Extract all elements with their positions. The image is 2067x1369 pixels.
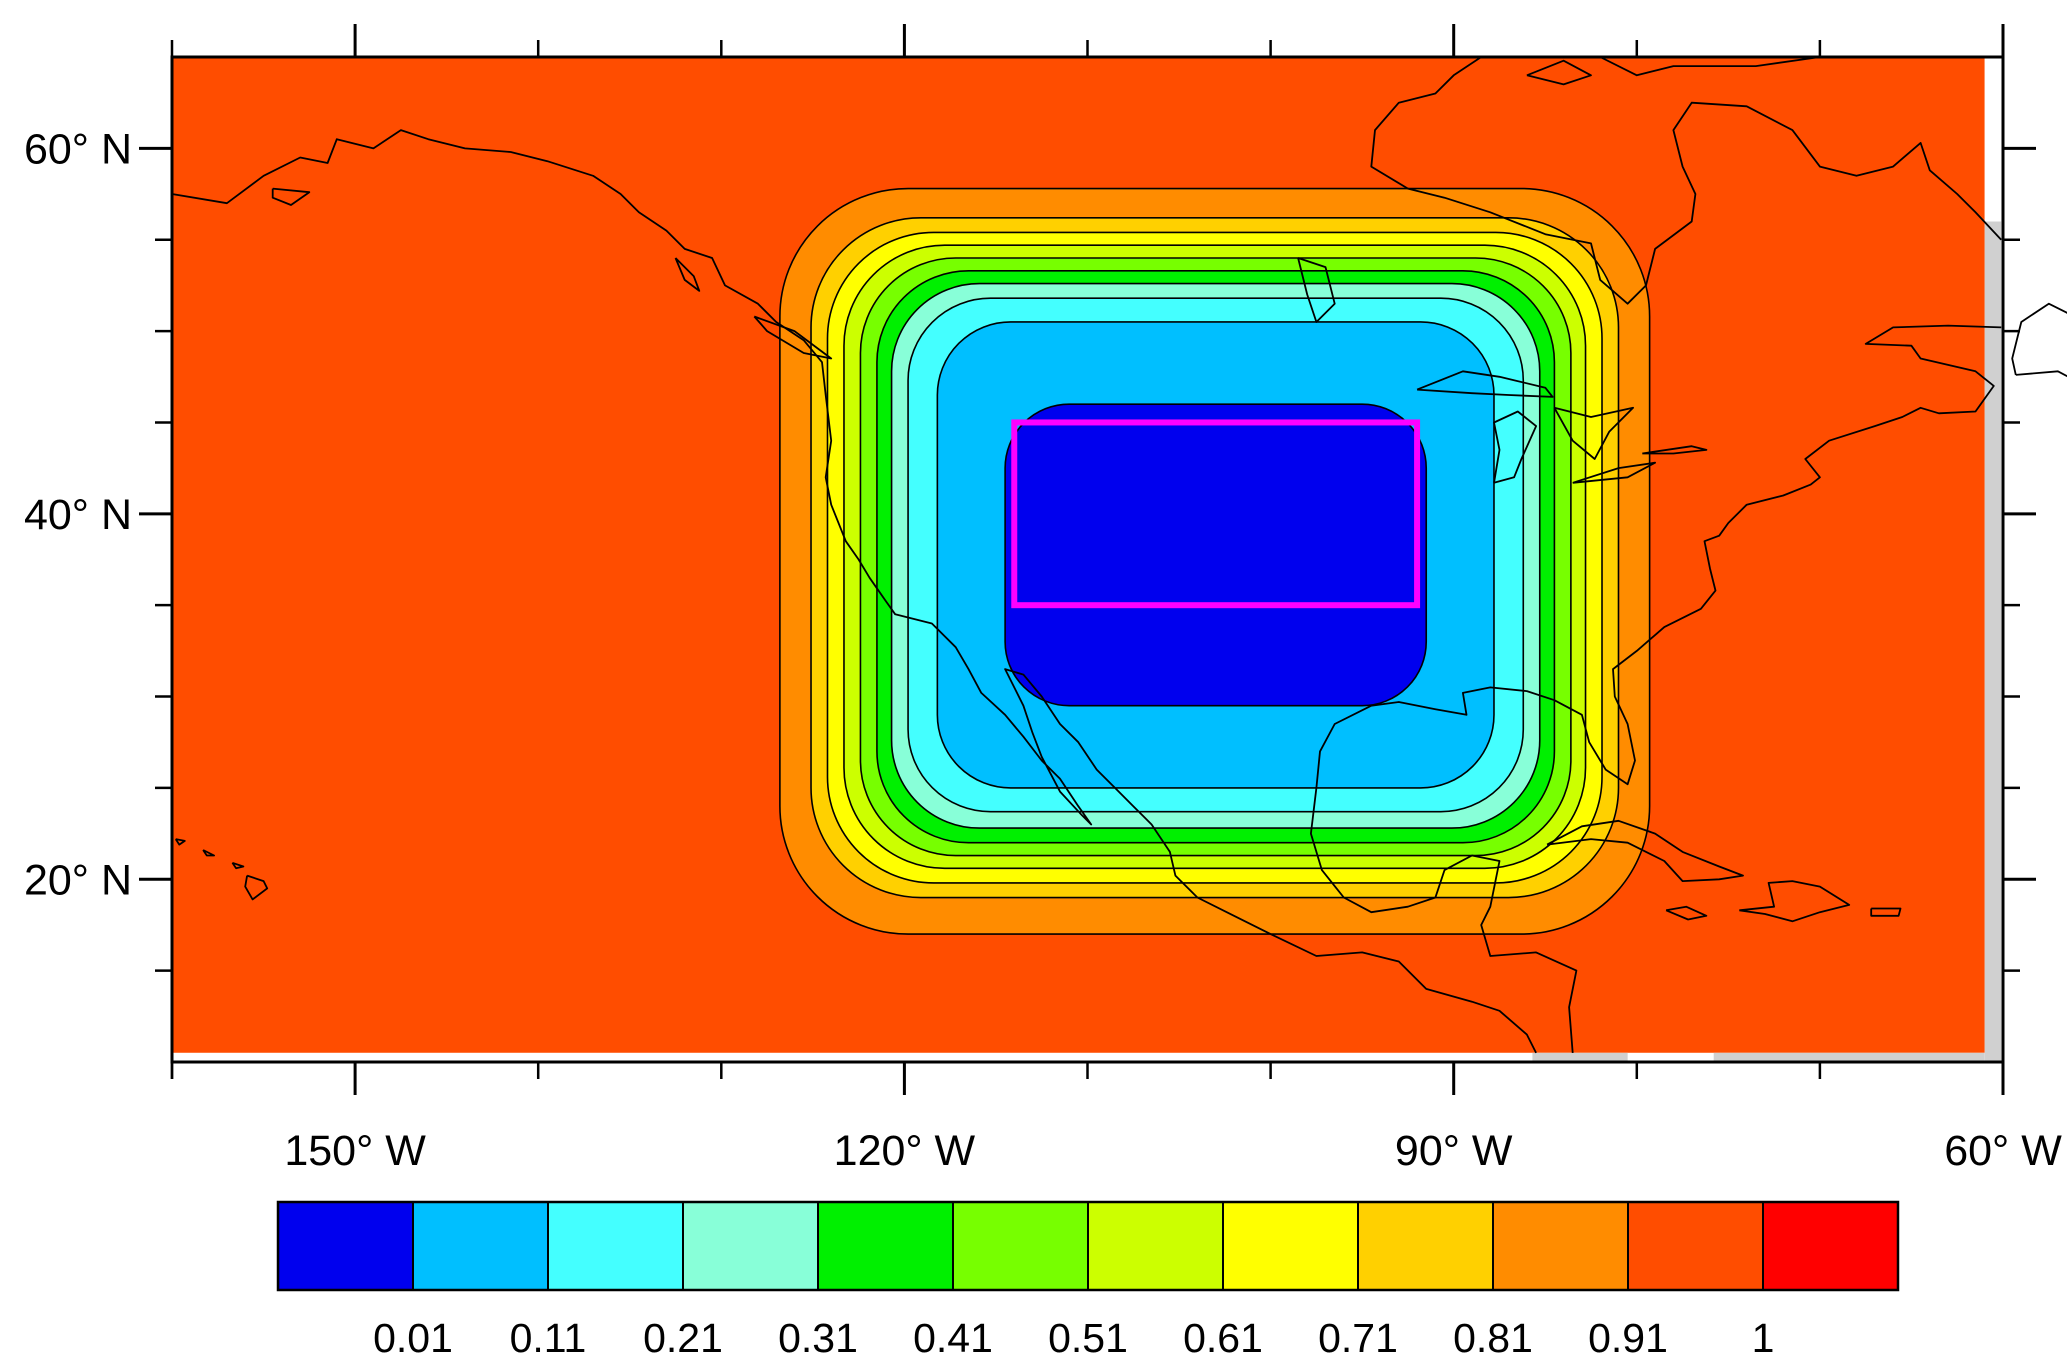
coastline bbox=[1526, 59, 1592, 86]
colorbar-label: 0.11 bbox=[510, 1315, 587, 1361]
grey-bottom-patch-2 bbox=[1713, 1052, 1985, 1062]
x-tick-label: 150° W bbox=[284, 1127, 426, 1175]
y-tick-label: 20° N bbox=[24, 856, 132, 904]
coastline bbox=[1493, 410, 1537, 484]
coastline bbox=[171, 129, 1537, 1054]
y-tick-label: 60° N bbox=[24, 125, 132, 173]
coastline bbox=[1416, 370, 1554, 398]
colorbar-swatch bbox=[682, 1201, 819, 1291]
coastline bbox=[1665, 905, 1708, 921]
coastline bbox=[1739, 880, 1851, 923]
colorbar-label: 0.61 bbox=[1183, 1315, 1263, 1361]
white-strip bbox=[1984, 57, 2002, 222]
y-tick-label: 40° N bbox=[24, 491, 132, 539]
colorbar-swatch bbox=[1357, 1201, 1494, 1291]
map-plot-area bbox=[172, 57, 2002, 1063]
colorbar-swatch bbox=[1762, 1201, 1899, 1291]
coastline bbox=[1370, 56, 2002, 305]
contour-band bbox=[1004, 403, 1428, 707]
coastline bbox=[753, 315, 833, 360]
x-tick-label: 90° W bbox=[1395, 1127, 1513, 1175]
x-tick-label: 120° W bbox=[834, 1127, 976, 1175]
coastline bbox=[2011, 302, 2067, 378]
colorbar-swatch bbox=[412, 1201, 549, 1291]
coastline bbox=[674, 257, 701, 292]
colorbar-swatch bbox=[1087, 1201, 1224, 1291]
coastline bbox=[1642, 445, 1708, 455]
x-tick-label: 60° W bbox=[1944, 1127, 2062, 1175]
coastline bbox=[1310, 324, 2002, 1053]
coastlines bbox=[171, 56, 2067, 1054]
missing-data-strip bbox=[1984, 221, 2002, 1063]
coastline bbox=[1870, 907, 1902, 917]
colorbar-label: 0.21 bbox=[643, 1315, 723, 1361]
coastline bbox=[271, 187, 311, 206]
colorbar-swatch bbox=[277, 1201, 414, 1291]
coastline bbox=[202, 849, 215, 857]
white-bottom-strip bbox=[172, 1052, 1985, 1062]
colorbar-label: 0.01 bbox=[373, 1315, 453, 1361]
colorbar-label: 0.91 bbox=[1588, 1315, 1668, 1361]
colorbar-swatch bbox=[1492, 1201, 1629, 1291]
coastline bbox=[1546, 819, 1744, 882]
colorbar-outline bbox=[276, 1200, 1900, 1292]
grey-bottom-patch bbox=[1532, 1052, 1628, 1062]
coastline bbox=[174, 838, 186, 846]
coastline bbox=[1572, 461, 1656, 484]
colorbar-label: 0.81 bbox=[1453, 1315, 1533, 1361]
colorbar-label: 0.51 bbox=[1048, 1315, 1128, 1361]
highlight-box bbox=[1011, 419, 1421, 609]
coastline bbox=[231, 861, 245, 870]
colorbar-swatch bbox=[817, 1201, 954, 1291]
colorbar-swatch bbox=[547, 1201, 684, 1291]
colorbar-swatch bbox=[1222, 1201, 1359, 1291]
colorbar-swatch bbox=[952, 1201, 1089, 1291]
colorbar: 0.01 0.11 0.21 0.31 0.41 0.51 0.61 0.71 0.81 0.91… bbox=[276, 1200, 1900, 1361]
map-axes: 150° W 120° W 90° W 60° W 60° N 40° N 20° N bbox=[24, 24, 2062, 1175]
coastline bbox=[1599, 56, 1821, 77]
colorbar-swatch bbox=[1627, 1201, 1764, 1291]
colorbar-label: 0.71 bbox=[1318, 1315, 1398, 1361]
coastline bbox=[1553, 406, 1634, 460]
colorbar-label: 0.41 bbox=[913, 1315, 993, 1361]
colorbar-label: 1 bbox=[1752, 1315, 1775, 1361]
coastline bbox=[244, 874, 269, 901]
colorbar-label: 0.31 bbox=[778, 1315, 858, 1361]
coastline bbox=[1297, 257, 1336, 323]
